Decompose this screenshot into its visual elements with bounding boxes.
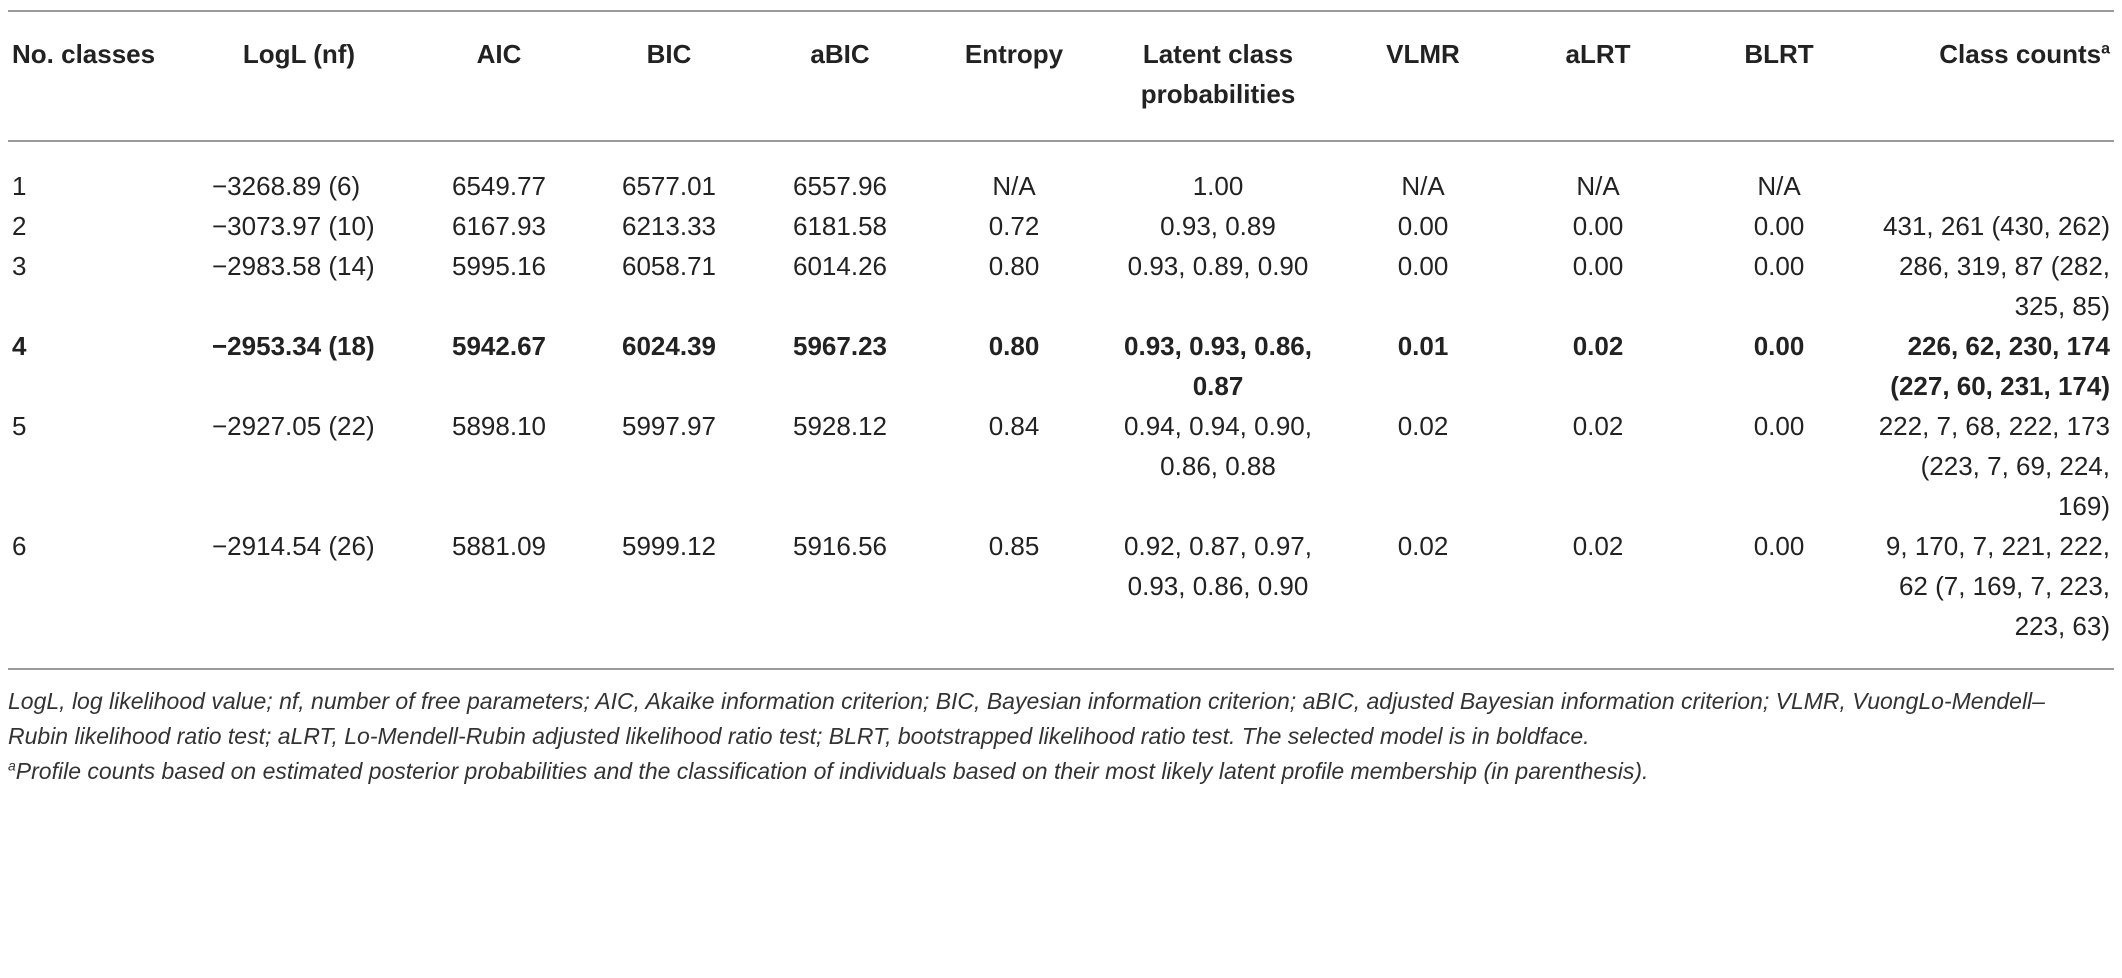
table-row: 1 −3268.89 (6) 6549.77 6577.01 6557.96 N/A 1.0… [8, 141, 2114, 206]
header-latent-class-probabilities: Latent class probabilities [1140, 39, 1296, 109]
cell-blrt: N/A [1757, 171, 1801, 201]
cell-blrt: 0.00 [1753, 411, 1805, 441]
header-no-classes: No. classes [12, 39, 156, 69]
cell-logl: −3268.89 (6) [212, 171, 361, 201]
cell-no-classes: 5 [12, 411, 27, 441]
class-counts-note-text: Profile counts based on estimated poster… [15, 758, 1649, 784]
cell-logl: −2914.54 (26) [212, 531, 375, 561]
cell-class-counts: 431, 261 (430, 262) [1883, 211, 2110, 241]
abbreviations-note: LogL, log likelihood value; nf, number o… [8, 688, 2045, 749]
cell-vlmr: 0.02 [1397, 531, 1449, 561]
cell-latent-class-probabilities: 0.93, 0.89 [1160, 211, 1276, 241]
cell-class-counts: 226, 62, 230, 174 (227, 60, 231, 174) [1890, 331, 2110, 401]
cell-bic: 6058.71 [622, 251, 716, 281]
cell-vlmr: 0.02 [1397, 411, 1449, 441]
cell-aic: 6549.77 [452, 171, 546, 201]
cell-bic: 5999.12 [622, 531, 716, 561]
header-logl: LogL (nf) [242, 39, 356, 69]
cell-class-counts [1874, 141, 2114, 206]
table-row: 2 −3073.97 (10) 6167.93 6213.33 6181.58 0.72 0… [8, 206, 2114, 246]
cell-blrt: 0.00 [1753, 531, 1805, 561]
table-body: 1 −3268.89 (6) 6549.77 6577.01 6557.96 N/A 1.0… [8, 141, 2114, 669]
header-entropy: Entropy [964, 39, 1064, 69]
cell-aic: 6167.93 [452, 211, 546, 241]
table-row: 6 −2914.54 (26) 5881.09 5999.12 5916.56 0.85 0… [8, 526, 2114, 669]
cell-entropy: 0.80 [988, 331, 1040, 361]
cell-alrt: N/A [1576, 171, 1620, 201]
cell-logl: −3073.97 (10) [212, 211, 375, 241]
cell-aic: 5995.16 [452, 251, 546, 281]
cell-no-classes: 6 [12, 531, 27, 561]
cell-logl: −2983.58 (14) [212, 251, 375, 281]
cell-vlmr: 0.01 [1397, 331, 1449, 361]
cell-bic: 6213.33 [622, 211, 716, 241]
table-row: 5 −2927.05 (22) 5898.10 5997.97 5928.12 0.84 0… [8, 406, 2114, 526]
cell-abic: 6014.26 [793, 251, 887, 281]
cell-class-counts: 9, 170, 7, 221, 222, 62 (7, 169, 7, 223,… [1885, 531, 2110, 641]
cell-no-classes: 1 [12, 171, 27, 201]
header-row: No. classes LogL (nf) AIC BIC aBIC Entro… [8, 11, 2114, 141]
class-counts-note: aProfile counts based on estimated poste… [8, 754, 2102, 789]
cell-alrt: 0.02 [1572, 411, 1624, 441]
cell-blrt: 0.00 [1753, 211, 1805, 241]
cell-alrt: 0.02 [1572, 531, 1624, 561]
cell-no-classes: 2 [12, 211, 27, 241]
header-vlmr: VLMR [1386, 39, 1460, 69]
header-aic: AIC [476, 39, 522, 69]
cell-no-classes: 4 [12, 331, 27, 361]
cell-entropy: 0.80 [988, 251, 1040, 281]
table-footnotes: LogL, log likelihood value; nf, number o… [8, 684, 2114, 789]
header-alrt: aLRT [1565, 39, 1631, 69]
header-abic: aBIC [810, 39, 870, 69]
header-blrt: BLRT [1744, 39, 1814, 69]
footnote-marker: a [2101, 40, 2110, 58]
cell-entropy: 0.84 [988, 411, 1040, 441]
cell-bic: 6577.01 [622, 171, 716, 201]
cell-no-classes: 3 [12, 251, 27, 281]
cell-alrt: 0.00 [1572, 211, 1624, 241]
cell-alrt: 0.00 [1572, 251, 1624, 281]
cell-latent-class-probabilities: 0.94, 0.94, 0.90, 0.86, 0.88 [1124, 411, 1312, 481]
cell-blrt: 0.00 [1753, 251, 1805, 281]
cell-latent-class-probabilities: 0.93, 0.89, 0.90 [1127, 251, 1309, 281]
cell-entropy: 0.72 [988, 211, 1040, 241]
cell-logl: −2927.05 (22) [212, 411, 375, 441]
cell-vlmr: 0.00 [1397, 251, 1449, 281]
cell-abic: 5967.23 [793, 331, 887, 361]
cell-latent-class-probabilities: 0.93, 0.93, 0.86, 0.87 [1124, 331, 1312, 401]
cell-bic: 6024.39 [622, 331, 716, 361]
cell-aic: 5881.09 [452, 531, 546, 561]
header-bic: BIC [646, 39, 692, 69]
table-row: 4 −2953.34 (18) 5942.67 6024.39 5967.23 0.80 0… [8, 326, 2114, 406]
cell-vlmr: 0.00 [1397, 211, 1449, 241]
cell-abic: 5928.12 [793, 411, 887, 441]
cell-entropy: N/A [992, 171, 1036, 201]
cell-alrt: 0.02 [1572, 331, 1624, 361]
model-fit-table: No. classes LogL (nf) AIC BIC aBIC Entro… [8, 10, 2114, 670]
cell-aic: 5898.10 [452, 411, 546, 441]
cell-class-counts: 222, 7, 68, 222, 173 (223, 7, 69, 224, 1… [1878, 411, 2110, 521]
cell-abic: 6557.96 [793, 171, 887, 201]
footnote-marker: a [8, 757, 16, 774]
cell-latent-class-probabilities: 1.00 [1192, 171, 1244, 201]
cell-abic: 5916.56 [793, 531, 887, 561]
cell-entropy: 0.85 [988, 531, 1040, 561]
cell-abic: 6181.58 [793, 211, 887, 241]
cell-latent-class-probabilities: 0.92, 0.87, 0.97, 0.93, 0.86, 0.90 [1124, 531, 1312, 601]
header-class-counts: Class countsa [1939, 39, 2110, 69]
cell-vlmr: N/A [1401, 171, 1445, 201]
cell-aic: 5942.67 [452, 331, 546, 361]
cell-blrt: 0.00 [1753, 331, 1805, 361]
cell-class-counts: 286, 319, 87 (282, 325, 85) [1898, 251, 2110, 321]
table-row: 3 −2983.58 (14) 5995.16 6058.71 6014.26 0.80 0… [8, 246, 2114, 326]
cell-logl: −2953.34 (18) [212, 331, 375, 361]
cell-bic: 5997.97 [622, 411, 716, 441]
